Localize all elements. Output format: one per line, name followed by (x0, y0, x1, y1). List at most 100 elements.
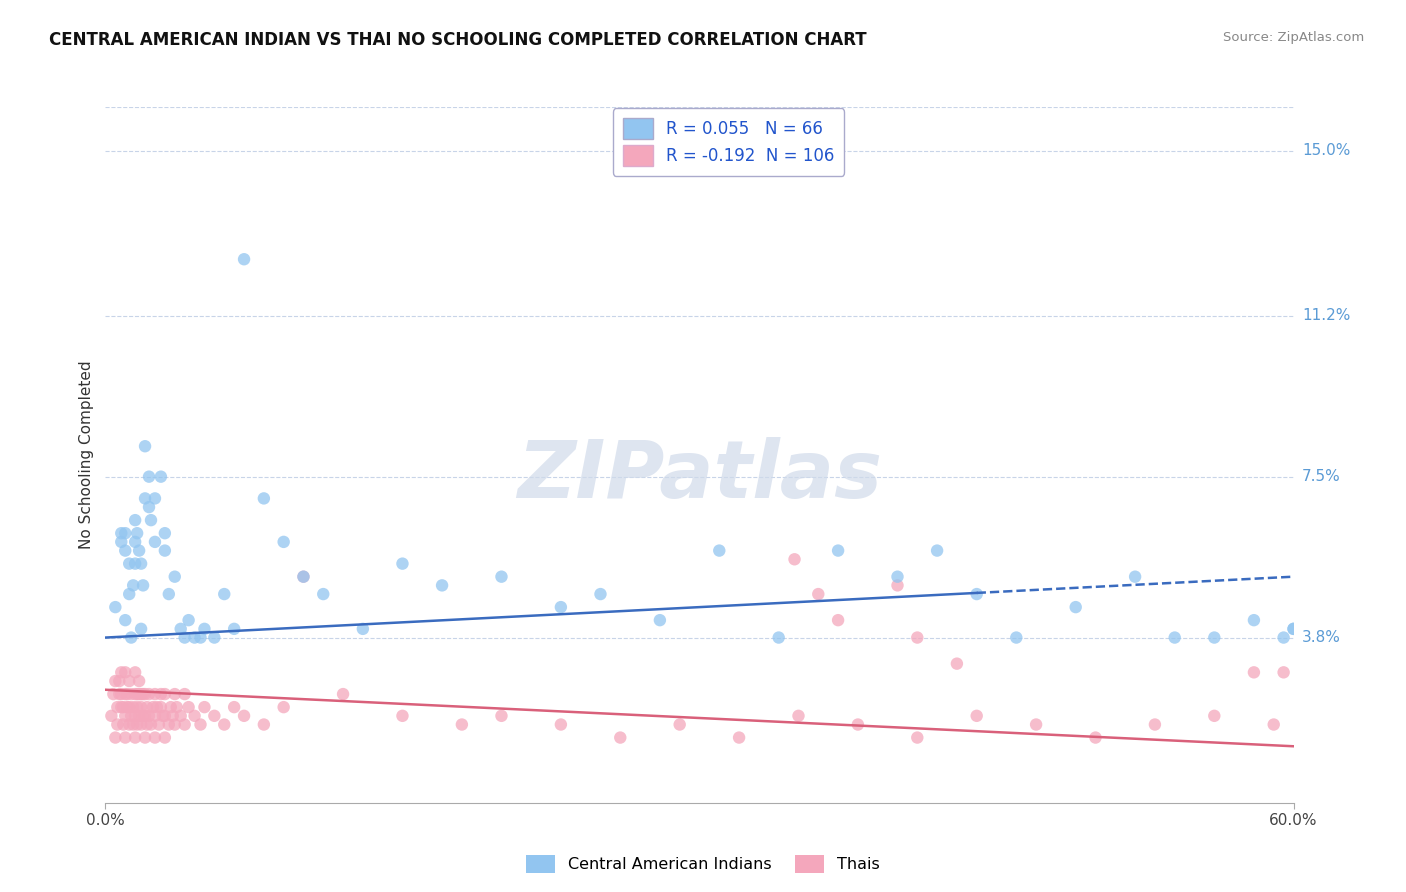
Point (332, 687, 354, 701)
Point (1282, 622, 1305, 636)
Point (202, 708, 225, 723)
Point (146, 700, 169, 714)
Point (114, 613, 136, 627)
Point (1143, 717, 1166, 731)
Point (153, 526, 176, 541)
Point (110, 665, 132, 680)
Point (132, 708, 155, 723)
Point (134, 439, 156, 453)
Point (128, 674, 150, 689)
Point (118, 587, 141, 601)
Point (193, 622, 215, 636)
Point (166, 700, 188, 714)
Point (129, 687, 152, 701)
Point (127, 700, 149, 714)
Point (122, 717, 145, 731)
Point (139, 513, 162, 527)
Point (138, 500, 160, 514)
Point (112, 700, 135, 714)
Point (1204, 631, 1226, 645)
Point (550, 600, 572, 615)
Point (233, 708, 256, 723)
Legend: R = 0.055   N = 66, R = -0.192  N = 106: R = 0.055 N = 66, R = -0.192 N = 106 (613, 109, 845, 176)
Legend: Central American Indians, Thais: Central American Indians, Thais (520, 848, 886, 880)
Point (391, 708, 413, 723)
Point (273, 700, 295, 714)
Point (114, 526, 136, 541)
Point (162, 708, 184, 723)
Point (190, 717, 212, 731)
Point (129, 717, 152, 731)
Point (190, 631, 212, 645)
Point (110, 526, 132, 541)
Point (127, 526, 149, 541)
Point (173, 687, 195, 701)
Text: 15.0%: 15.0% (1302, 143, 1350, 158)
Point (118, 700, 141, 714)
Point (177, 613, 200, 627)
Point (114, 543, 136, 558)
Point (153, 687, 176, 701)
Point (153, 731, 176, 745)
Point (115, 700, 138, 714)
Point (124, 513, 146, 527)
Point (114, 731, 136, 745)
Text: 7.5%: 7.5% (1302, 469, 1340, 484)
Point (946, 657, 969, 671)
Point (110, 535, 132, 549)
Point (129, 700, 152, 714)
Point (114, 708, 136, 723)
Point (709, 543, 731, 558)
Point (609, 731, 631, 745)
Point (138, 708, 160, 723)
Point (127, 717, 149, 731)
Point (648, 613, 671, 627)
Point (550, 717, 572, 731)
Point (430, 578, 453, 592)
Point (163, 687, 186, 701)
Point (124, 557, 146, 571)
Point (153, 543, 176, 558)
Point (148, 717, 170, 731)
Point (391, 557, 413, 571)
Point (352, 622, 374, 636)
Point (143, 535, 166, 549)
Point (122, 700, 145, 714)
Point (783, 552, 806, 566)
Point (122, 578, 145, 592)
Point (105, 717, 128, 731)
Point (966, 708, 988, 723)
Point (104, 731, 127, 745)
Point (1272, 665, 1295, 680)
Point (104, 674, 127, 689)
Point (728, 731, 751, 745)
Point (273, 535, 295, 549)
Point (136, 700, 159, 714)
Point (124, 731, 146, 745)
Point (138, 687, 160, 701)
Point (1263, 717, 1285, 731)
Point (163, 570, 186, 584)
Point (1123, 570, 1146, 584)
Point (128, 708, 150, 723)
Point (1204, 708, 1226, 723)
Point (214, 587, 236, 601)
Point (1084, 731, 1107, 745)
Point (905, 631, 928, 645)
Point (114, 687, 136, 701)
Point (149, 469, 172, 483)
Point (163, 717, 186, 731)
Point (768, 631, 790, 645)
Point (450, 717, 472, 731)
Point (142, 700, 165, 714)
Y-axis label: No Schooling Completed: No Schooling Completed (79, 360, 94, 549)
Point (253, 717, 276, 731)
Point (100, 708, 122, 723)
Point (129, 557, 152, 571)
Point (134, 491, 156, 506)
Point (124, 535, 146, 549)
Point (966, 587, 988, 601)
Point (118, 674, 141, 689)
Point (177, 700, 200, 714)
Point (846, 717, 869, 731)
